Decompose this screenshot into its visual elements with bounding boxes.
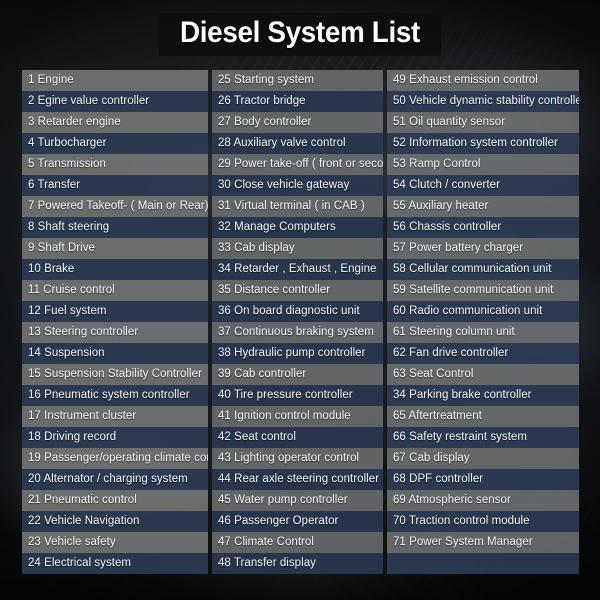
list-item[interactable]: 15 Suspension Stability Controller (22, 364, 208, 385)
list-item[interactable]: 38 Hydraulic pump controller (212, 343, 383, 364)
list-item[interactable]: 19 Passenger/operating climate control (22, 448, 208, 469)
list-item[interactable]: 10 Brake (22, 259, 208, 280)
list-item[interactable]: 57 Power battery charger (387, 238, 579, 259)
list-item[interactable]: 24 Electrical system (22, 553, 208, 574)
list-item[interactable]: 13 Steering controller (22, 322, 208, 343)
list-item[interactable]: 59 Satellite communication unit (387, 280, 579, 301)
list-item[interactable]: 39 Cab controller (212, 364, 383, 385)
list-item[interactable]: 34 Retarder , Exhaust , Engine (212, 259, 383, 280)
system-list-grid: 1 Engine 25 Starting system 49 Exhaust emi… (22, 70, 579, 574)
list-item[interactable]: 6 Transfer (22, 175, 208, 196)
title-bar: Diesel System List (0, 8, 600, 60)
list-item[interactable]: 28 Auxiliary valve control (212, 133, 383, 154)
list-item[interactable]: 41 Ignition control module (212, 406, 383, 427)
list-item[interactable]: 58 Cellular communication unit (387, 259, 579, 280)
list-item[interactable]: 45 Water pump controller (212, 490, 383, 511)
list-item[interactable]: 48 Transfer display (212, 553, 383, 574)
list-item[interactable] (387, 553, 579, 574)
list-item[interactable]: 11 Cruise control (22, 280, 208, 301)
list-item[interactable]: 67 Cab display (387, 448, 579, 469)
page-title: Diesel System List (180, 15, 420, 49)
list-item[interactable]: 54 Clutch / converter (387, 175, 579, 196)
list-item[interactable]: 5 Transmission (22, 154, 208, 175)
list-item[interactable]: 18 Driving record (22, 427, 208, 448)
list-item[interactable]: 49 Exhaust emission control (387, 70, 579, 91)
list-item[interactable]: 51 Oil quantity sensor (387, 112, 579, 133)
list-item[interactable]: 40 Tire pressure controller (212, 385, 383, 406)
list-item[interactable]: 62 Fan drive controller (387, 343, 579, 364)
list-item[interactable]: 36 On board diagnostic unit (212, 301, 383, 322)
list-item[interactable]: 23 Vehicle safety (22, 532, 208, 553)
list-item[interactable]: 17 Instrument cluster (22, 406, 208, 427)
list-item[interactable]: 34 Parking brake controller (387, 385, 579, 406)
list-item[interactable]: 52 Information system controller (387, 133, 579, 154)
list-item[interactable]: 65 Aftertreatment (387, 406, 579, 427)
list-item[interactable]: 26 Tractor bridge (212, 91, 383, 112)
list-item[interactable]: 55 Auxiliary heater (387, 196, 579, 217)
list-item[interactable]: 56 Chassis controller (387, 217, 579, 238)
list-item[interactable]: 60 Radio communication unit (387, 301, 579, 322)
list-item[interactable]: 22 Vehicle Navigation (22, 511, 208, 532)
list-item[interactable]: 44 Rear axle steering controller (212, 469, 383, 490)
list-item[interactable]: 50 Vehicle dynamic stability controller (387, 91, 579, 112)
list-item[interactable]: 53 Ramp Control (387, 154, 579, 175)
list-item[interactable]: 1 Engine (22, 70, 208, 91)
list-item[interactable]: 69 Atmospheric sensor (387, 490, 579, 511)
list-item[interactable]: 31 Virtual terminal ( in CAB ) (212, 196, 383, 217)
list-item[interactable]: 25 Starting system (212, 70, 383, 91)
list-item[interactable]: 71 Power System Manager (387, 532, 579, 553)
list-item[interactable]: 16 Pneumatic system controller (22, 385, 208, 406)
list-item[interactable]: 14 Suspension (22, 343, 208, 364)
list-item[interactable]: 47 Climate Control (212, 532, 383, 553)
list-item[interactable]: 43 Lighting operator control (212, 448, 383, 469)
list-item[interactable]: 33 Cab display (212, 238, 383, 259)
list-item[interactable]: 21 Pneumatic control (22, 490, 208, 511)
list-item[interactable]: 32 Manage Computers (212, 217, 383, 238)
list-item[interactable]: 8 Shaft steering (22, 217, 208, 238)
list-item[interactable]: 2 Egine value controller (22, 91, 208, 112)
list-item[interactable]: 46 Passenger Operator (212, 511, 383, 532)
title-plate: Diesel System List (159, 12, 441, 56)
list-item[interactable]: 20 Alternator / charging system (22, 469, 208, 490)
list-item[interactable]: 68 DPF controller (387, 469, 579, 490)
list-item[interactable]: 37 Continuous braking system (212, 322, 383, 343)
list-item[interactable]: 70 Traction control module (387, 511, 579, 532)
list-item[interactable]: 61 Steering column unit (387, 322, 579, 343)
list-item[interactable]: 63 Seat Control (387, 364, 579, 385)
list-item[interactable]: 29 Power take-off ( front or secondary ) (212, 154, 383, 175)
list-item[interactable]: 35 Distance controller (212, 280, 383, 301)
list-item[interactable]: 3 Retarder engine (22, 112, 208, 133)
list-item[interactable]: 30 Close vehicle gateway (212, 175, 383, 196)
list-item[interactable]: 7 Powered Takeoff- ( Main or Rear) (22, 196, 208, 217)
list-item[interactable]: 4 Turbocharger (22, 133, 208, 154)
list-item[interactable]: 66 Safety restraint system (387, 427, 579, 448)
list-item[interactable]: 42 Seat control (212, 427, 383, 448)
list-item[interactable]: 27 Body controller (212, 112, 383, 133)
list-item[interactable]: 12 Fuel system (22, 301, 208, 322)
list-item[interactable]: 9 Shaft Drive (22, 238, 208, 259)
